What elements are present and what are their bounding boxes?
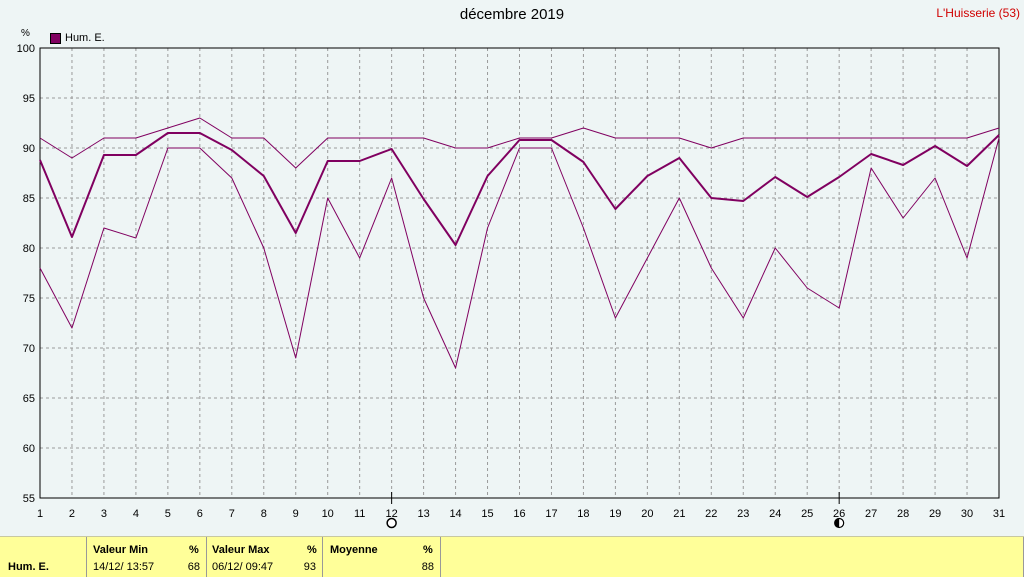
chart-title: décembre 2019 — [459, 6, 565, 23]
x-tick-label: 14 — [449, 508, 461, 520]
x-tick-label: 4 — [133, 508, 139, 520]
x-tick-label: 2 — [69, 508, 75, 520]
stats-avg-value: 88 — [421, 561, 434, 573]
y-tick-label: 80 — [23, 243, 35, 255]
x-tick-label: 31 — [993, 508, 1005, 520]
y-tick-label: 95 — [23, 93, 35, 105]
x-tick-label: 11 — [354, 508, 365, 520]
x-tick-label: 16 — [513, 508, 525, 520]
series-line-mean — [39, 132, 1000, 246]
x-tick-label: 25 — [801, 508, 813, 520]
stats-min-cell: Valeur Min % 14/12/ 13:57 68 — [86, 537, 207, 577]
stats-min-header: Valeur Min — [93, 544, 149, 556]
x-tick-label: 15 — [481, 508, 493, 520]
stats-avg-unit: % — [423, 544, 433, 556]
stats-empty-cell — [440, 537, 1024, 577]
legend-swatch — [50, 32, 61, 44]
x-tick-label: 17 — [545, 508, 557, 520]
stats-series-label: Hum. E. — [8, 561, 49, 573]
plot-frame — [39, 47, 1000, 499]
x-tick-label: 1 — [37, 508, 43, 520]
stats-avg-header: Moyenne — [330, 544, 378, 556]
y-tick-label: 100 — [17, 43, 35, 55]
stats-avg-cell: Moyenne % 88 — [322, 537, 441, 577]
x-tick-label: 6 — [197, 508, 203, 520]
x-tick-label: 3 — [101, 508, 107, 520]
y-axis-unit: % — [21, 28, 30, 39]
x-tick-label: 24 — [769, 508, 781, 520]
x-tick-label: 22 — [705, 508, 717, 520]
station-name: L'Huisserie (53) — [936, 6, 1020, 20]
full-moon-icon — [386, 517, 397, 529]
x-tick-label: 21 — [673, 508, 685, 520]
last-quarter-moon-shade — [834, 518, 840, 528]
x-tick-label: 28 — [897, 508, 909, 520]
x-tick-label: 10 — [322, 508, 334, 520]
x-tick-label: 9 — [293, 508, 299, 520]
series-line-min — [39, 137, 1000, 369]
x-tick-label: 29 — [929, 508, 941, 520]
series-line-max — [39, 117, 1000, 169]
stats-max-cell: Valeur Max % 06/12/ 09:47 93 — [206, 537, 323, 577]
y-tick-label: 75 — [23, 293, 35, 305]
chart-series — [39, 117, 1000, 369]
stats-max-header: Valeur Max — [212, 544, 270, 556]
x-tick-label: 19 — [609, 508, 621, 520]
x-tick-label: 5 — [165, 508, 171, 520]
moon-phase-markers — [386, 492, 845, 529]
chart-axes — [39, 47, 1000, 499]
x-tick-label: 13 — [417, 508, 429, 520]
y-tick-label: 85 — [23, 193, 35, 205]
x-tick-label: 7 — [229, 508, 235, 520]
x-tick-label: 8 — [261, 508, 267, 520]
stats-min-unit: % — [189, 544, 199, 556]
stats-panel: Hum. E. Valeur Min % 14/12/ 13:57 68 Val… — [0, 536, 1024, 577]
x-tick-label: 18 — [577, 508, 589, 520]
x-tick-label: 27 — [865, 508, 877, 520]
x-tick-label: 12 — [386, 508, 398, 520]
x-tick-label: 30 — [961, 508, 973, 520]
stats-series-cell: Hum. E. — [0, 537, 87, 577]
stats-max-value: 93 — [303, 561, 316, 573]
y-tick-label: 55 — [23, 493, 35, 505]
y-tick-label: 70 — [23, 343, 35, 355]
x-tick-label: 26 — [833, 508, 845, 520]
x-tick-label: 23 — [737, 508, 749, 520]
stats-max-date: 06/12/ 09:47 — [212, 561, 274, 573]
legend-label: Hum. E. — [65, 32, 105, 44]
stats-min-date: 14/12/ 13:57 — [93, 561, 155, 573]
stats-max-unit: % — [307, 544, 317, 556]
y-tick-label: 65 — [23, 393, 35, 405]
stats-min-value: 68 — [187, 561, 200, 573]
y-tick-label: 60 — [23, 443, 35, 455]
x-tick-label: 20 — [641, 508, 653, 520]
chart-grid — [40, 48, 999, 498]
y-tick-label: 90 — [23, 143, 35, 155]
chart-legend: Hum. E. — [50, 32, 105, 44]
